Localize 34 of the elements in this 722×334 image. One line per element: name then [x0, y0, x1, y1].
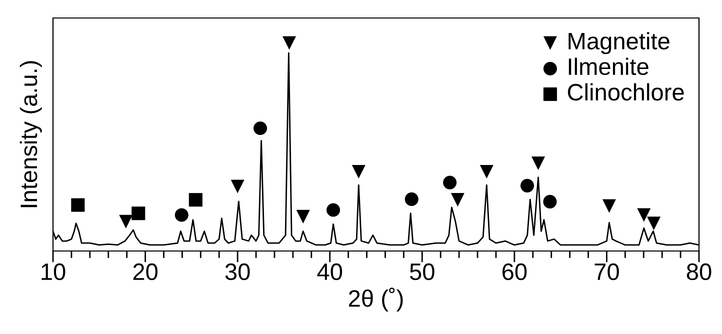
y-axis-title: Intensity (a.u.): [20, 61, 42, 208]
x-tick-label: 70: [594, 263, 619, 280]
point: [282, 36, 296, 50]
point: [450, 193, 464, 207]
x-tick-label: 50: [410, 263, 434, 280]
x-tick-label: 10: [42, 263, 66, 280]
point: [443, 176, 457, 190]
legend-label: Clinochlore: [568, 83, 684, 101]
point: [188, 193, 202, 207]
x-tick-label: 60: [502, 263, 527, 280]
x-tick-label: 20: [133, 263, 158, 280]
point: [296, 210, 310, 224]
point: [230, 180, 244, 194]
x-tick-label: 30: [225, 263, 250, 280]
point: [254, 121, 268, 136]
point: [520, 178, 534, 192]
x-axis-title: 2θ (˚): [348, 288, 403, 312]
legend-label: Magnetite: [568, 32, 670, 54]
point: [174, 208, 188, 222]
point: [352, 164, 366, 179]
legend-label: Ilmenite: [568, 58, 648, 76]
point: [637, 208, 651, 222]
x-tick-label: 80: [686, 263, 712, 280]
point: [119, 214, 133, 228]
point: [404, 192, 418, 206]
point: [531, 156, 546, 170]
point: [326, 203, 340, 217]
point: [480, 164, 494, 179]
point: [543, 194, 557, 208]
point: [132, 206, 146, 220]
point: [602, 199, 616, 213]
x-tick-label: 40: [317, 263, 342, 280]
point: [647, 216, 661, 230]
point: [71, 198, 85, 212]
